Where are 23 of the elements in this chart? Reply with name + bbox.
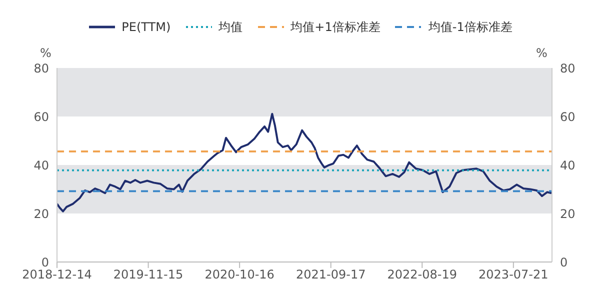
y2-tick-label: 0 <box>560 255 568 270</box>
y-axis-title: % <box>40 46 52 60</box>
x-tick-label: 2019-11-15 <box>113 268 184 282</box>
y-tick-label: 60 <box>34 110 49 124</box>
legend-label: PE(TTM) <box>122 20 171 34</box>
y2-tick-label: 20 <box>560 206 576 221</box>
legend-label: 均值+1倍标准差 <box>290 18 380 36</box>
y-tick-label: 20 <box>34 206 49 221</box>
y-tick-label: 0 <box>41 255 49 270</box>
y2-tick-label: 80 <box>560 61 576 76</box>
y2-tick-label: 60 <box>560 110 576 124</box>
y2-tick-label: 40 <box>560 158 576 172</box>
y2-axis-title: % <box>536 46 548 60</box>
line-series <box>57 112 552 212</box>
x-tick-label: 2021-09-17 <box>296 268 366 282</box>
legend-label: 均值 <box>218 18 243 36</box>
y-tick-label: 80 <box>34 61 49 76</box>
y-tick-label: 40 <box>34 158 49 172</box>
x-tick-label: 2023-07-21 <box>478 268 548 282</box>
x-tick-label: 2018-12-14 <box>22 268 92 282</box>
x-tick-label: 2020-10-16 <box>204 268 274 282</box>
legend-label: 均值-1倍标准差 <box>428 18 512 36</box>
x-tick-label: 2022-08-19 <box>387 268 458 282</box>
